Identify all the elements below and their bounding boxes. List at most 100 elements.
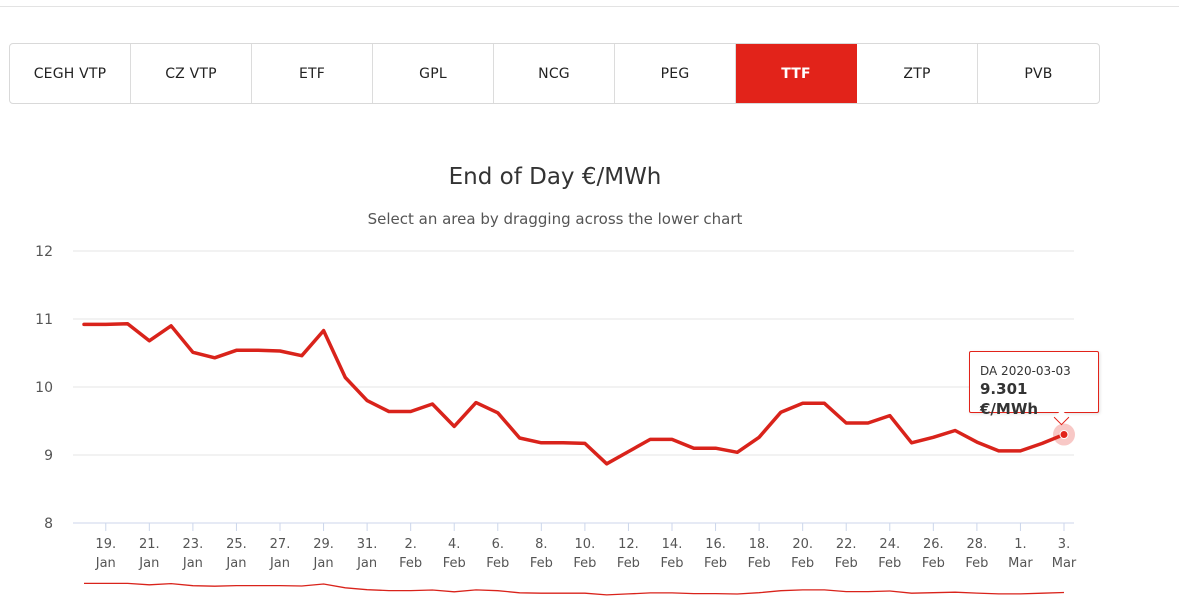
data-point — [518, 437, 521, 440]
x-tick-label-month: Feb — [573, 556, 596, 571]
tab-ttf[interactable]: TTF — [736, 44, 857, 103]
x-tick-label-month: Mar — [1052, 556, 1077, 571]
x-tick-label-month: Mar — [1008, 556, 1033, 571]
x-tick-label-month: Jan — [95, 556, 116, 571]
x-tick-label-day: 3. — [1058, 537, 1070, 552]
data-point — [671, 438, 674, 441]
data-point — [409, 410, 412, 413]
x-tick-label-month: Feb — [748, 556, 771, 571]
tab-pvb[interactable]: PVB — [1024, 65, 1053, 82]
data-point — [453, 425, 456, 428]
hub-tabs: CEGH VTP CZ VTP ETF GPL NCG PEG TTF ZTP PVB — [9, 43, 1100, 104]
x-tick-label-day: 31. — [357, 537, 378, 552]
x-tick-label-day: 2. — [404, 537, 416, 552]
data-point — [170, 324, 173, 327]
data-point — [366, 399, 369, 402]
x-tick-label-day: 29. — [313, 537, 334, 552]
x-tick-label-month: Jan — [138, 556, 159, 571]
navigator-line — [84, 582, 1065, 596]
data-point — [235, 349, 238, 352]
x-tick-label-month: Feb — [443, 556, 466, 571]
x-tick-label-day: 4. — [448, 537, 460, 552]
x-tick-label-day: 8. — [535, 537, 547, 552]
data-point — [583, 442, 586, 445]
y-tick-label: 11 — [35, 312, 53, 328]
tab-peg[interactable]: PEG — [615, 44, 736, 103]
data-point — [1019, 449, 1022, 452]
x-tick-label-day: 24. — [879, 537, 900, 552]
x-tick-label-day: 28. — [967, 537, 988, 552]
tab-etf[interactable]: ETF — [252, 44, 373, 103]
tab-cegh-vtp[interactable]: CEGH VTP — [10, 44, 131, 103]
tooltip-value: 9.301 €/MWh — [980, 380, 1039, 418]
y-tick-label: 9 — [44, 448, 53, 464]
data-point — [801, 402, 804, 405]
chart-subtitle: Select an area by dragging across the lo… — [367, 210, 743, 228]
data-point — [540, 441, 543, 444]
data-point — [148, 339, 151, 342]
tab-ncg[interactable]: NCG — [494, 44, 615, 103]
y-tick-label: 10 — [35, 380, 53, 396]
x-tick-label-month: Feb — [878, 556, 901, 571]
x-tick-label-month: Jan — [269, 556, 290, 571]
tab-gpl[interactable]: GPL — [373, 44, 494, 103]
data-point — [910, 441, 913, 444]
x-tick-label-month: Feb — [660, 556, 683, 571]
x-tick-label-month: Feb — [530, 556, 553, 571]
tab-ztp[interactable]: ZTP — [857, 44, 978, 103]
tooltip-date: DA 2020-03-03 — [980, 364, 1071, 378]
data-point — [387, 410, 390, 413]
data-point — [279, 349, 282, 352]
data-point — [975, 441, 978, 444]
data-point — [344, 376, 347, 379]
x-tick-label-day: 25. — [226, 537, 247, 552]
x-tick-label-day: 10. — [575, 537, 596, 552]
data-point — [692, 447, 695, 450]
data-point — [83, 323, 86, 326]
data-point — [997, 449, 1000, 452]
x-tick-label-day: 6. — [492, 537, 504, 552]
top-divider — [0, 6, 1179, 7]
data-point — [257, 349, 260, 352]
chart-tooltip: DA 2020-03-03 9.301 €/MWh — [969, 351, 1099, 426]
x-tick-label-month: Feb — [922, 556, 945, 571]
data-point — [1041, 442, 1044, 445]
x-tick-label-month: Feb — [704, 556, 727, 571]
data-point — [649, 438, 652, 441]
x-tick-label-month: Feb — [486, 556, 509, 571]
x-tick-label-day: 20. — [792, 537, 813, 552]
highlight-point — [1059, 430, 1069, 440]
data-point — [932, 436, 935, 439]
x-tick-label-day: 23. — [183, 537, 204, 552]
data-point — [779, 411, 782, 414]
x-tick-label-month: Feb — [791, 556, 814, 571]
data-point — [475, 401, 478, 404]
x-tick-label-day: 16. — [705, 537, 726, 552]
data-point — [627, 450, 630, 453]
data-point — [300, 354, 303, 357]
x-tick-label-month: Feb — [617, 556, 640, 571]
y-tick-label: 12 — [35, 244, 53, 260]
data-point — [954, 429, 957, 432]
x-tick-label-day: 27. — [270, 537, 291, 552]
x-tick-label-day: 12. — [618, 537, 639, 552]
data-point — [888, 414, 891, 417]
data-point — [605, 462, 608, 465]
x-tick-label-day: 26. — [923, 537, 944, 552]
tab-cz-vtp[interactable]: CZ VTP — [131, 44, 252, 103]
x-tick-label-day: 21. — [139, 537, 160, 552]
data-point — [213, 356, 216, 359]
y-tick-label: 8 — [44, 516, 53, 532]
x-tick-label-day: 18. — [749, 537, 770, 552]
data-point — [191, 351, 194, 354]
chart-title: End of Day €/MWh — [448, 164, 662, 190]
x-tick-label-month: Jan — [356, 556, 377, 571]
series-line — [82, 322, 1066, 466]
data-point — [104, 323, 107, 326]
data-point — [867, 422, 870, 425]
x-tick-label-day: 1. — [1014, 537, 1026, 552]
data-point — [562, 441, 565, 444]
data-point — [126, 322, 129, 325]
data-point — [431, 403, 434, 406]
